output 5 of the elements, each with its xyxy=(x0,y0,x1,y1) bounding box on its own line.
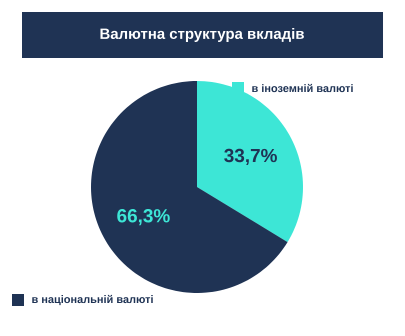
data-label: 66,3% xyxy=(117,209,170,226)
data-label: 33,7% xyxy=(224,148,277,165)
chart-title: Валютна структура вкладів xyxy=(100,28,304,42)
legend-label: в національній валюті xyxy=(32,294,153,306)
legend-label: в іноземній валюті xyxy=(252,84,353,92)
